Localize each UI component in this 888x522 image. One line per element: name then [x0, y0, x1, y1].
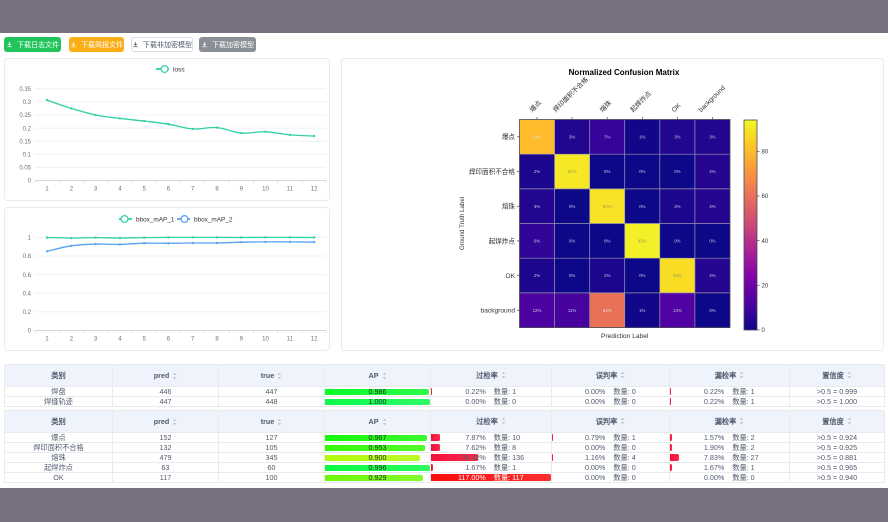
svg-text:0.2: 0.2 — [23, 126, 32, 132]
svg-text:4%: 4% — [709, 169, 715, 174]
svg-text:1%: 1% — [639, 134, 645, 139]
svg-text:10: 10 — [262, 187, 269, 193]
svg-text:3: 3 — [94, 337, 98, 343]
svg-text:2%: 2% — [674, 204, 680, 209]
svg-text:起焊炸点: 起焊炸点 — [489, 236, 516, 245]
svg-text:8: 8 — [215, 187, 219, 193]
svg-text:90%: 90% — [603, 204, 612, 209]
svg-text:40: 40 — [762, 239, 769, 245]
svg-text:0%: 0% — [709, 239, 715, 244]
svg-text:1%: 1% — [639, 308, 645, 313]
svg-text:2%: 2% — [534, 273, 540, 278]
svg-text:0: 0 — [762, 328, 766, 334]
svg-text:0%: 0% — [604, 169, 610, 174]
svg-text:4%: 4% — [709, 204, 715, 209]
svg-text:0.05: 0.05 — [19, 166, 31, 172]
svg-text:20: 20 — [762, 284, 769, 290]
svg-text:7%: 7% — [604, 134, 610, 139]
svg-text:12: 12 — [311, 187, 318, 193]
svg-text:0%: 0% — [569, 239, 575, 244]
svg-text:0%: 0% — [639, 169, 645, 174]
svg-text:4: 4 — [118, 337, 122, 343]
svg-text:91%: 91% — [568, 169, 577, 174]
svg-text:12%: 12% — [533, 308, 542, 313]
svg-text:0.2: 0.2 — [23, 310, 32, 316]
svg-text:12: 12 — [311, 337, 318, 343]
svg-text:60: 60 — [762, 194, 769, 200]
svg-text:0%: 0% — [674, 239, 680, 244]
svg-text:61%: 61% — [603, 308, 612, 313]
svg-text:0.15: 0.15 — [19, 139, 31, 145]
svg-text:爆点: 爆点 — [502, 132, 516, 141]
svg-text:89%: 89% — [673, 273, 682, 278]
svg-text:2%: 2% — [604, 273, 610, 278]
svg-text:0.1: 0.1 — [23, 153, 32, 159]
svg-text:0: 0 — [28, 179, 32, 185]
svg-text:5: 5 — [143, 337, 147, 343]
svg-text:2%: 2% — [534, 169, 540, 174]
svg-text:bbox_mAP_1: bbox_mAP_1 — [136, 216, 175, 223]
svg-text:8: 8 — [215, 337, 219, 343]
svg-text:焊印面积不合格: 焊印面积不合格 — [551, 75, 590, 114]
svg-text:6: 6 — [167, 187, 171, 193]
svg-text:0%: 0% — [674, 169, 680, 174]
svg-text:3%: 3% — [709, 134, 715, 139]
svg-text:80: 80 — [762, 150, 769, 156]
svg-text:Prediction Label: Prediction Label — [601, 333, 649, 340]
svg-text:2: 2 — [70, 337, 74, 343]
svg-text:6%: 6% — [534, 239, 540, 244]
svg-text:0.3: 0.3 — [23, 100, 32, 106]
svg-text:0.25: 0.25 — [19, 113, 31, 119]
svg-text:0.8: 0.8 — [23, 254, 32, 260]
svg-text:2: 2 — [70, 187, 74, 193]
svg-text:Ground Truth Label: Ground Truth Label — [459, 197, 466, 250]
svg-text:0%: 0% — [709, 308, 715, 313]
svg-text:0%: 0% — [569, 204, 575, 209]
svg-text:9: 9 — [240, 337, 244, 343]
svg-text:11: 11 — [287, 337, 294, 343]
svg-text:93%: 93% — [638, 239, 647, 244]
svg-text:0: 0 — [28, 329, 32, 335]
svg-text:6: 6 — [167, 337, 171, 343]
svg-text:81%: 81% — [533, 134, 542, 139]
svg-text:13%: 13% — [673, 308, 682, 313]
svg-text:0.35: 0.35 — [19, 87, 31, 93]
svg-text:10: 10 — [262, 337, 269, 343]
svg-text:0%: 0% — [639, 273, 645, 278]
svg-text:0%: 0% — [604, 239, 610, 244]
svg-text:1: 1 — [45, 187, 49, 193]
svg-text:Normalized Confusion Matrix: Normalized Confusion Matrix — [569, 68, 680, 77]
svg-text:熔珠: 熔珠 — [598, 98, 614, 114]
svg-text:7: 7 — [191, 337, 195, 343]
svg-text:7: 7 — [191, 187, 195, 193]
svg-text:bbox_mAP_2: bbox_mAP_2 — [194, 216, 233, 223]
svg-text:3%: 3% — [534, 204, 540, 209]
svg-text:OK: OK — [505, 273, 515, 280]
svg-text:0.6: 0.6 — [23, 273, 32, 279]
svg-text:11: 11 — [287, 187, 294, 193]
svg-text:0%: 0% — [569, 273, 575, 278]
svg-text:爆点: 爆点 — [527, 98, 543, 114]
svg-text:0%: 0% — [639, 204, 645, 209]
svg-text:1: 1 — [45, 337, 49, 343]
svg-text:焊印面积不合格: 焊印面积不合格 — [469, 167, 516, 176]
svg-text:熔珠: 熔珠 — [502, 202, 516, 211]
svg-text:3: 3 — [94, 187, 98, 193]
svg-text:background: background — [481, 308, 516, 315]
svg-text:5: 5 — [143, 187, 147, 193]
svg-text:0.4: 0.4 — [23, 292, 32, 298]
svg-text:1: 1 — [28, 236, 32, 242]
svg-text:11%: 11% — [568, 308, 577, 313]
svg-text:4%: 4% — [709, 273, 715, 278]
svg-text:4: 4 — [118, 187, 122, 193]
svg-text:OK: OK — [671, 102, 683, 114]
svg-text:起焊炸点: 起焊炸点 — [628, 89, 653, 114]
svg-text:loss: loss — [173, 66, 185, 73]
svg-text:9: 9 — [240, 187, 244, 193]
svg-text:3%: 3% — [674, 134, 680, 139]
svg-text:3%: 3% — [569, 134, 575, 139]
svg-text:background: background — [698, 84, 728, 114]
